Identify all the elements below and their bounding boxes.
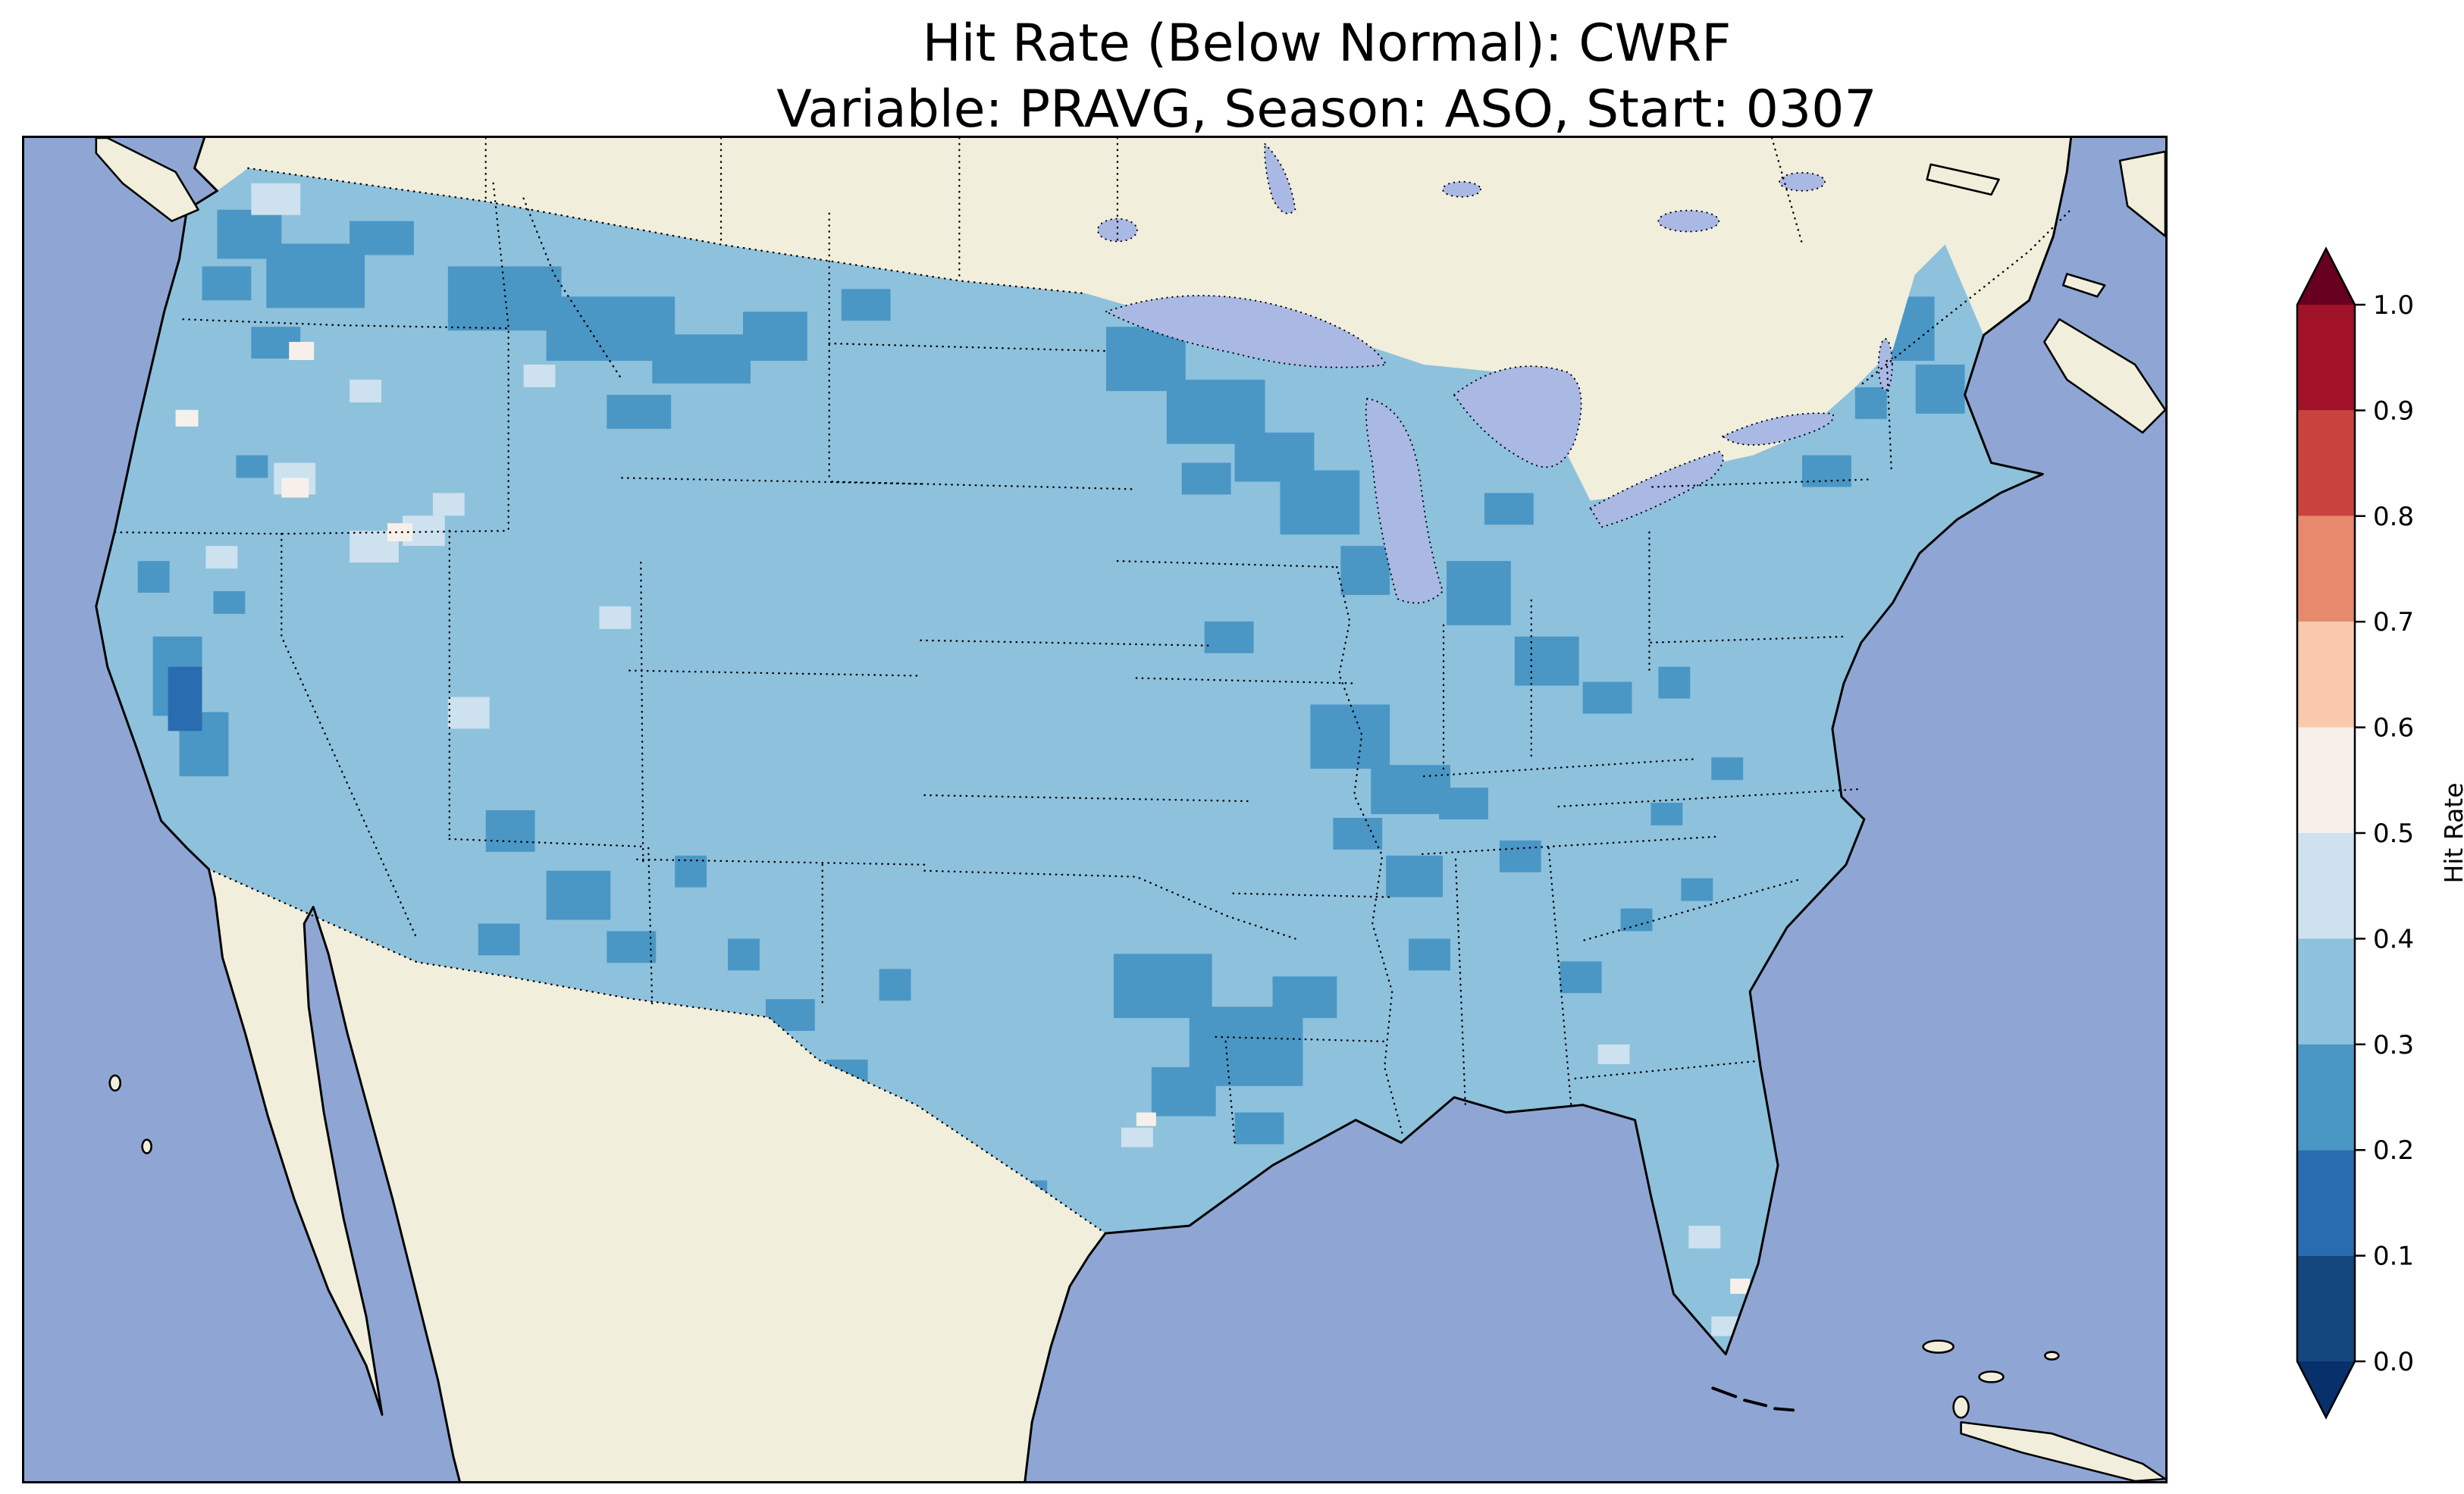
colorbar-tick-label: 0.6 — [2373, 713, 2414, 744]
baja-islet-2 — [141, 1139, 152, 1154]
canadian-lake-2 — [1779, 171, 1826, 192]
colorbar-arrow-over — [2297, 249, 2355, 305]
colorbar-segment — [2297, 1150, 2355, 1256]
newfoundland — [2118, 150, 2165, 237]
colorbar-segment — [2297, 833, 2355, 939]
bahamas-island-1 — [1922, 1339, 1955, 1354]
baja-islet-1 — [108, 1074, 122, 1092]
canada-province-border-5 — [1770, 138, 1804, 245]
colorbar-canvas: 1.0 0.9 0.8 0.7 0.6 0.5 0.4 0.3 0.2 0.1 … — [2296, 246, 2464, 1420]
lakes — [1096, 142, 1893, 604]
patches-bin-0.1-0.2 — [168, 666, 202, 731]
colorbar-segment — [2297, 938, 2355, 1045]
cuba — [1960, 1420, 2165, 1481]
colorbar-tick-label: 1.0 — [2373, 290, 2414, 321]
colorbar-tick-label: 0.8 — [2373, 502, 2414, 532]
anticosti-island — [1926, 163, 2000, 196]
islands — [95, 138, 2165, 1481]
lake-erie — [1589, 450, 1724, 528]
colorbar-segment — [2297, 1255, 2355, 1361]
vancouver-island — [95, 138, 199, 222]
colorbar: 1.0 0.9 0.8 0.7 0.6 0.5 0.4 0.3 0.2 0.1 … — [2274, 244, 2464, 1480]
map-canvas — [24, 138, 2165, 1481]
bahamas-island-3 — [1952, 1395, 1970, 1419]
colorbar-tick-label: 0.2 — [2373, 1135, 2414, 1166]
lake-superior — [1104, 294, 1387, 368]
map-axes — [22, 136, 2168, 1483]
prince-edward-island — [2061, 273, 2106, 298]
patches-bin-0.4-0.5 — [205, 183, 1739, 1336]
colorbar-tick-labels: 1.0 0.9 0.8 0.7 0.6 0.5 0.4 0.3 0.2 0.1 … — [2373, 290, 2414, 1377]
coastline — [95, 138, 2073, 1481]
us-canada-border — [247, 167, 1088, 295]
florida-keys — [1711, 1386, 1795, 1412]
chart-title-line1: Hit Rate (Below Normal): CWRF — [922, 14, 1732, 74]
international-borders — [208, 138, 2072, 1235]
colorbar-segments — [2297, 305, 2355, 1361]
colorbar-segment — [2297, 727, 2355, 833]
canadian-lake-1 — [1657, 209, 1720, 233]
colorbar-segment — [2297, 622, 2355, 728]
colorbar-tick-label: 0.9 — [2373, 396, 2414, 426]
colorbar-tick-marks — [2355, 303, 2365, 1363]
nova-scotia — [2043, 318, 2165, 434]
colorbar-tick-label: 0.5 — [2373, 819, 2414, 849]
colorbar-tick-label: 0.0 — [2373, 1347, 2414, 1377]
st-lawrence-border — [1861, 208, 2072, 385]
chart-title-line2: Variable: PRAVG, Season: ASO, Start: 030… — [776, 80, 1877, 140]
colorbar-segment — [2297, 515, 2355, 622]
bahamas-island-4 — [2044, 1351, 2060, 1361]
colorbar-axis-label: Hit Rate — [2439, 782, 2464, 883]
colorbar-tick-label: 0.7 — [2373, 607, 2414, 637]
hit-rate-grid-patches — [137, 183, 1965, 1336]
patches-bin-0.5-0.6 — [175, 342, 1751, 1294]
bahamas-island-2 — [1978, 1370, 2005, 1383]
chart-title: Hit Rate (Below Normal): CWRF Variable: … — [0, 11, 2464, 143]
colorbar-arrow-under — [2297, 1361, 2355, 1417]
patches-bin-0.2-0.3 — [137, 209, 1965, 1265]
lake-huron — [1453, 365, 1582, 468]
lake-ontario — [1721, 412, 1835, 446]
lake-of-the-woods — [1096, 218, 1138, 243]
lake-michigan — [1365, 397, 1444, 604]
colorbar-tick-label: 0.3 — [2373, 1030, 2414, 1060]
colorbar-segment — [2297, 1044, 2355, 1151]
colorbar-tick-label: 0.1 — [2373, 1242, 2414, 1272]
us-mexico-border — [208, 868, 1107, 1235]
colorbar-segment — [2297, 305, 2355, 411]
colorbar-segment — [2297, 410, 2355, 516]
state-borders — [114, 182, 1892, 1144]
canadian-lake-3 — [1442, 180, 1481, 198]
colorbar-tick-label: 0.4 — [2373, 924, 2414, 954]
lake-winnipeg — [1264, 142, 1296, 215]
